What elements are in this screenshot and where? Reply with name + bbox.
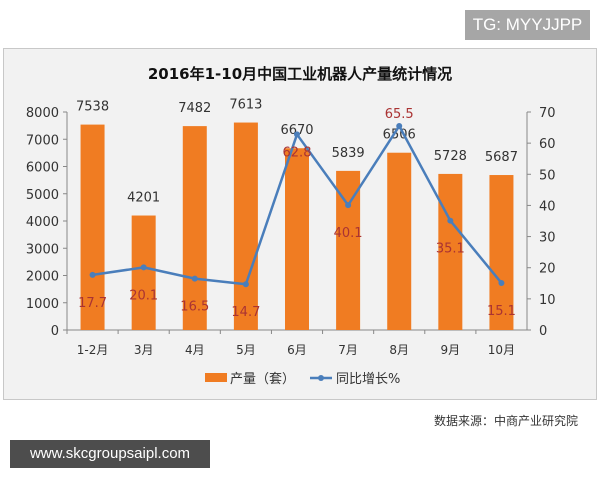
left-tick-label: 7000 bbox=[26, 133, 59, 148]
x-tick-label: 8月 bbox=[389, 343, 409, 357]
line-data-label: 20.1 bbox=[129, 288, 158, 303]
x-tick-label: 10月 bbox=[488, 343, 515, 357]
bar bbox=[80, 124, 105, 330]
x-tick-label: 5月 bbox=[236, 343, 256, 357]
right-tick-label: 40 bbox=[539, 199, 556, 214]
x-tick-label: 9月 bbox=[441, 343, 461, 357]
right-tick-label: 70 bbox=[539, 106, 556, 121]
right-tick-label: 10 bbox=[539, 293, 556, 308]
line-data-label: 14.7 bbox=[231, 305, 260, 320]
bar-data-label: 5728 bbox=[434, 149, 467, 164]
right-tick-label: 20 bbox=[539, 262, 556, 277]
right-tick-label: 60 bbox=[539, 137, 556, 152]
bar bbox=[387, 152, 412, 330]
bar bbox=[438, 173, 463, 330]
x-tick-label: 7月 bbox=[338, 343, 358, 357]
bar-data-label: 6506 bbox=[383, 128, 416, 143]
legend-line-marker bbox=[318, 375, 324, 381]
line-data-label: 16.5 bbox=[180, 300, 209, 315]
left-tick-label: 5000 bbox=[26, 188, 59, 203]
chart: 2016年1-10月中国工业机器人产量统计情况 0100020003000400… bbox=[26, 65, 556, 387]
line-point bbox=[447, 217, 454, 224]
bar bbox=[131, 215, 156, 330]
line-data-label: 65.5 bbox=[385, 107, 414, 122]
left-tick-label: 1000 bbox=[26, 297, 59, 312]
x-tick-label: 4月 bbox=[185, 343, 205, 357]
line-point bbox=[345, 202, 352, 209]
bar-data-label: 7482 bbox=[178, 101, 211, 116]
legend-bar-swatch bbox=[205, 373, 227, 382]
x-tick-label: 1-2月 bbox=[77, 343, 109, 357]
line-point bbox=[294, 131, 300, 138]
bar-data-label: 5839 bbox=[332, 146, 365, 161]
tag-label: TG: MYYJJPP bbox=[465, 10, 590, 40]
left-tick-label: 2000 bbox=[26, 270, 59, 285]
line-point bbox=[242, 281, 249, 288]
line-point bbox=[89, 271, 96, 278]
bar-data-label: 6670 bbox=[280, 123, 313, 138]
legend-bar-label: 产量（套） bbox=[230, 371, 295, 387]
line-data-label: 15.1 bbox=[487, 304, 516, 319]
left-tick-label: 0 bbox=[51, 324, 59, 339]
left-tick-label: 4000 bbox=[26, 215, 59, 230]
url-banner[interactable]: www.skcgroupsaipl.com bbox=[10, 440, 210, 468]
bar bbox=[489, 175, 514, 330]
line-point bbox=[498, 279, 505, 286]
right-tick-label: 0 bbox=[539, 324, 547, 339]
line-point bbox=[396, 123, 403, 130]
line-data-label: 40.1 bbox=[334, 226, 363, 241]
bar-data-label: 7613 bbox=[229, 98, 262, 113]
source-note: 数据来源：中商产业研究院 bbox=[433, 414, 578, 428]
right-tick-label: 50 bbox=[539, 168, 556, 183]
legend-line-label: 同比增长% bbox=[336, 372, 400, 387]
x-tick-label: 3月 bbox=[134, 343, 154, 357]
line-point bbox=[140, 264, 147, 271]
bar-data-label: 4201 bbox=[127, 191, 160, 206]
bar bbox=[336, 170, 361, 330]
x-tick-label: 6月 bbox=[287, 343, 307, 357]
bar-data-label: 7538 bbox=[76, 100, 109, 115]
bar-data-label: 5687 bbox=[485, 150, 518, 165]
bar bbox=[233, 122, 258, 331]
line-data-label: 35.1 bbox=[436, 242, 465, 257]
chart-title: 2016年1-10月中国工业机器人产量统计情况 bbox=[148, 65, 452, 83]
line-data-label: 62.8 bbox=[283, 145, 312, 160]
line-data-label: 17.7 bbox=[78, 296, 107, 311]
left-tick-label: 6000 bbox=[26, 161, 59, 176]
line-point bbox=[191, 275, 198, 282]
bar bbox=[182, 126, 207, 330]
right-tick-label: 30 bbox=[539, 231, 556, 246]
left-tick-label: 8000 bbox=[26, 106, 59, 121]
left-tick-label: 3000 bbox=[26, 242, 59, 257]
bar bbox=[285, 148, 309, 330]
